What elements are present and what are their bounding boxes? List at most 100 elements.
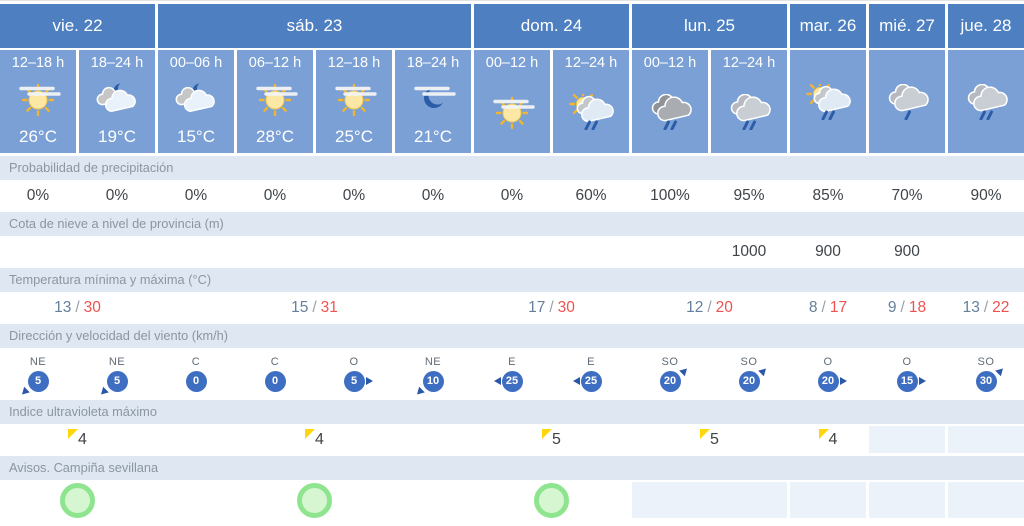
wind-cell: NE 5 bbox=[0, 350, 76, 397]
snow-level-value-cell bbox=[79, 238, 155, 265]
time-slot: 18–24 h 21°C bbox=[395, 50, 471, 153]
max-temperature: 20 bbox=[715, 298, 733, 316]
min-max-temperature-cell: 13/22 bbox=[948, 294, 1024, 321]
time-range-label: 12–18 h bbox=[11, 55, 65, 71]
slot-temperature: 21°C bbox=[414, 127, 452, 146]
wind-speed-value: 5 bbox=[106, 370, 128, 392]
temperature-separator: / bbox=[707, 298, 712, 316]
wind-arrow-icon bbox=[365, 377, 373, 385]
time-slot: 12–18 h 26°C bbox=[0, 50, 76, 153]
wind-direction-label: SO bbox=[661, 355, 679, 368]
precipitation-value-cell: 90% bbox=[948, 182, 1024, 209]
warning-cell bbox=[869, 482, 945, 518]
wind-direction-label: E bbox=[508, 355, 516, 368]
precipitation-value-cell: 95% bbox=[711, 182, 787, 209]
clouds-rain-icon bbox=[963, 50, 1009, 153]
slot-temperature: 19°C bbox=[98, 127, 136, 146]
snow-level-value-cell bbox=[948, 238, 1024, 265]
min-max-temperature-cell: 9/18 bbox=[869, 294, 945, 321]
min-max-temperature-cell: 13/30 bbox=[0, 294, 155, 321]
max-temperature: 22 bbox=[992, 298, 1010, 316]
uv-index-cell: 5 bbox=[632, 426, 787, 453]
wind-speed-badge: 10 bbox=[413, 370, 444, 397]
slot-temperature: 28°C bbox=[256, 127, 294, 146]
dark-clouds-rain-icon bbox=[647, 71, 693, 153]
wind-speed-value: 0 bbox=[264, 370, 286, 392]
wind-cell: NE 10 bbox=[395, 350, 471, 397]
warning-cell bbox=[948, 482, 1024, 518]
day-header-row: vie. 22 sáb. 23 dom. 24 lun. 25 mar. 26 mié. … bbox=[0, 4, 1024, 48]
wind-direction-label: NE bbox=[108, 355, 126, 368]
section-label-snow-level: Cota de nieve a nivel de provincia (m) bbox=[0, 212, 1024, 236]
snow-level-value-cell bbox=[474, 238, 550, 265]
snow-level-value-cell: 900 bbox=[790, 238, 866, 265]
day-header-mar26: mar. 26 bbox=[790, 4, 866, 48]
time-slot-row: 12–18 h 26°C 18–24 h 19°C 00–06 h 15°C 06–12 … bbox=[0, 50, 1024, 153]
wind-arrow-icon bbox=[572, 377, 580, 385]
uv-flag-icon bbox=[305, 428, 316, 439]
min-temperature: 8 bbox=[808, 298, 818, 316]
wind-speed-value: 30 bbox=[975, 370, 997, 392]
wind-direction-label: O bbox=[902, 355, 912, 368]
time-range-label: 18–24 h bbox=[406, 55, 460, 71]
warning-cell bbox=[474, 482, 629, 518]
wind-arrow-icon bbox=[18, 386, 30, 397]
uv-index-cell: 4 bbox=[0, 426, 155, 453]
min-max-temperature-cell: 15/31 bbox=[158, 294, 471, 321]
wind-arrow-icon bbox=[413, 386, 425, 397]
day-header-sb23: sáb. 23 bbox=[158, 4, 471, 48]
wind-arrow-icon bbox=[918, 377, 926, 385]
time-slot bbox=[869, 50, 945, 153]
uv-flag-icon bbox=[700, 428, 711, 439]
precipitation-value-cell: 0% bbox=[474, 182, 550, 209]
uv-index-value: 5 bbox=[552, 430, 561, 448]
time-range-label: 06–12 h bbox=[248, 55, 302, 71]
snow-level-value-cell bbox=[632, 238, 708, 265]
time-range-label: 00–12 h bbox=[485, 55, 539, 71]
max-temperature: 18 bbox=[908, 298, 927, 316]
wind-direction-label: SO bbox=[977, 355, 995, 368]
temperature-values-row: 13/30 15/31 17/30 12/20 8/17 9/18 13/22 bbox=[0, 294, 1024, 321]
moon-haze-icon bbox=[410, 71, 456, 127]
wind-direction-label: E bbox=[587, 355, 595, 368]
section-label-precipitation: Probabilidad de precipitación bbox=[0, 156, 1024, 180]
temperature-separator: / bbox=[312, 298, 317, 316]
sun-haze-icon bbox=[15, 71, 61, 127]
section-label-temperature: Temperatura mínima y máxima (°C) bbox=[0, 268, 1024, 292]
temperature-separator: / bbox=[75, 298, 80, 316]
uv-index-value: 5 bbox=[710, 430, 719, 448]
wind-cell: SO 20 bbox=[632, 350, 708, 397]
time-range-label: 18–24 h bbox=[90, 55, 144, 71]
warnings-values-row bbox=[0, 482, 1024, 518]
snow-level-value-cell bbox=[316, 238, 392, 265]
time-range-label: 00–06 h bbox=[169, 55, 223, 71]
green-alert-icon bbox=[534, 482, 569, 518]
temperature-separator: / bbox=[549, 298, 554, 316]
wind-speed-value: 20 bbox=[659, 370, 681, 392]
slot-temperature: 25°C bbox=[335, 127, 373, 146]
time-range-label: 12–24 h bbox=[722, 55, 776, 71]
wind-speed-value: 20 bbox=[817, 370, 839, 392]
time-slot: 00–12 h bbox=[474, 50, 550, 153]
time-range-label: 12–24 h bbox=[564, 55, 618, 71]
sun-haze-icon bbox=[331, 71, 377, 127]
wind-speed-badge: 0 bbox=[185, 370, 207, 392]
wind-direction-label: O bbox=[349, 355, 359, 368]
min-max-temperature-cell: 12/20 bbox=[632, 294, 787, 321]
uv-index-cell: 4 bbox=[158, 426, 471, 453]
precipitation-values-row: 0% 0% 0% 0% 0% 0% 0% 60% 100% 95% 85% 70% 90% bbox=[0, 182, 1024, 209]
wind-speed-badge: 0 bbox=[264, 370, 286, 392]
wind-direction-label: C bbox=[270, 355, 280, 368]
min-max-temperature-cell: 8/17 bbox=[790, 294, 866, 321]
sun-cloud-rain-icon bbox=[568, 71, 614, 153]
day-header-dom24: dom. 24 bbox=[474, 4, 629, 48]
precipitation-value-cell: 85% bbox=[790, 182, 866, 209]
precipitation-value-cell: 0% bbox=[158, 182, 234, 209]
time-slot: 00–06 h 15°C bbox=[158, 50, 234, 153]
uv-index-value: 4 bbox=[315, 430, 324, 448]
wind-speed-badge: 5 bbox=[97, 370, 128, 397]
time-range-label: 12–18 h bbox=[327, 55, 381, 71]
